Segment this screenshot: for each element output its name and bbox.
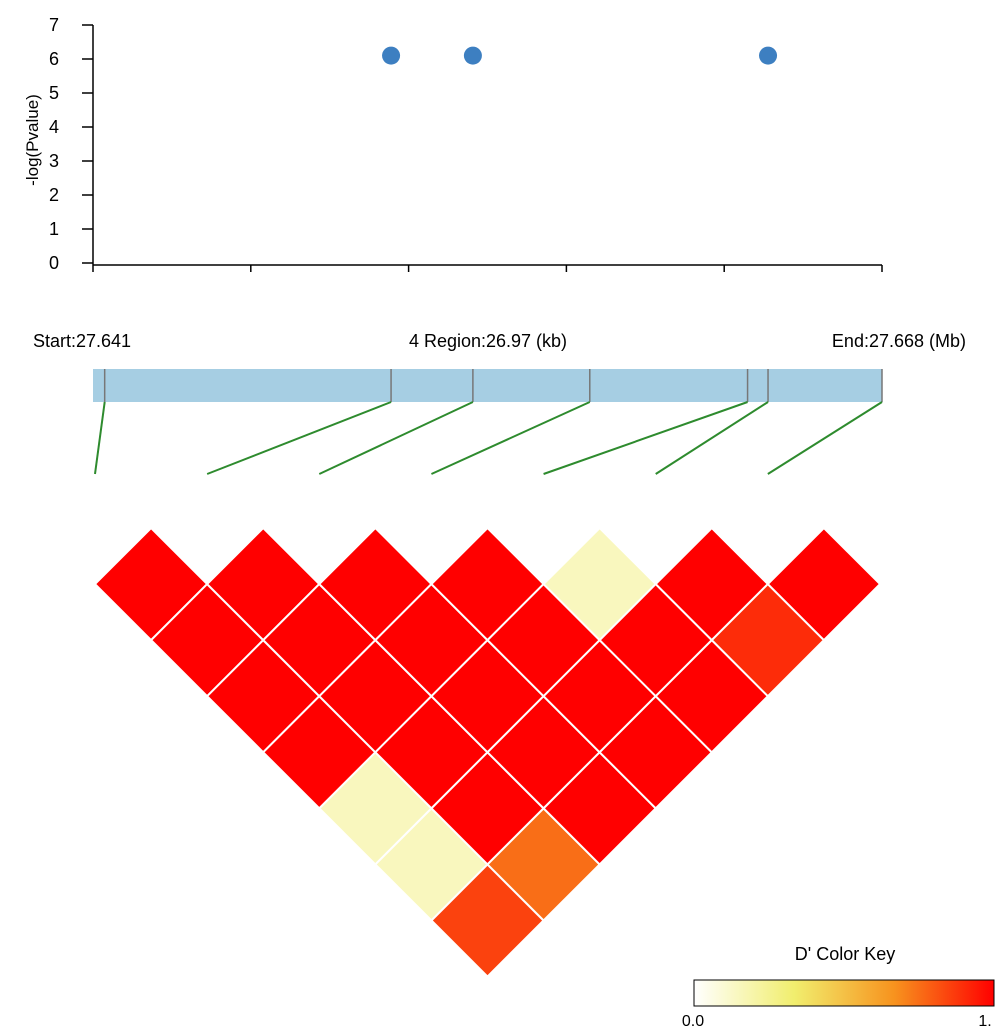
y-axis-label: -log(Pvalue) — [23, 94, 42, 186]
region-bar — [93, 369, 883, 402]
marker-connector — [431, 401, 591, 475]
marker-connector — [655, 401, 769, 475]
color-key: D' Color Key 0.0 1. — [682, 944, 995, 1030]
region-end-label: End:27.668 (Mb) — [832, 331, 966, 351]
marker-connector — [94, 401, 106, 475]
color-key-bar — [693, 979, 995, 1007]
region-panel: Start:27.641 4 Region:26.97 (kb) End:27.… — [33, 331, 966, 475]
y-tick-label: 4 — [49, 117, 59, 137]
color-key-min-label: 0.0 — [682, 1013, 704, 1030]
y-tick-label: 0 — [49, 253, 59, 273]
marker-connector — [767, 401, 883, 475]
y-tick-label: 6 — [49, 49, 59, 69]
pvalue-scatter-panel: -log(Pvalue) 0 1 2 3 4 5 6 7 — [23, 15, 883, 273]
marker-connector — [206, 401, 392, 475]
ld-cell — [766, 526, 882, 642]
region-center-label: 4 Region:26.97 (kb) — [409, 331, 567, 351]
y-tick-label: 3 — [49, 151, 59, 171]
data-point — [463, 46, 482, 65]
region-start-label: Start:27.641 — [33, 331, 131, 351]
y-tick-label: 1 — [49, 219, 59, 239]
y-tick-label: 2 — [49, 185, 59, 205]
y-tick-label: 5 — [49, 83, 59, 103]
marker-connectors — [94, 401, 883, 475]
color-key-title: D' Color Key — [795, 944, 895, 964]
data-points — [382, 46, 778, 65]
ld-heatmap — [93, 526, 882, 978]
data-point — [759, 46, 778, 65]
region-bar-rect — [93, 369, 882, 402]
marker-connector — [543, 401, 748, 475]
marker-connector — [318, 401, 474, 475]
data-point — [382, 46, 401, 65]
color-key-max-label: 1. — [978, 1013, 991, 1030]
y-axis: 0 1 2 3 4 5 6 7 — [49, 15, 94, 273]
y-tick-label: 7 — [49, 15, 59, 35]
x-axis — [92, 264, 883, 272]
